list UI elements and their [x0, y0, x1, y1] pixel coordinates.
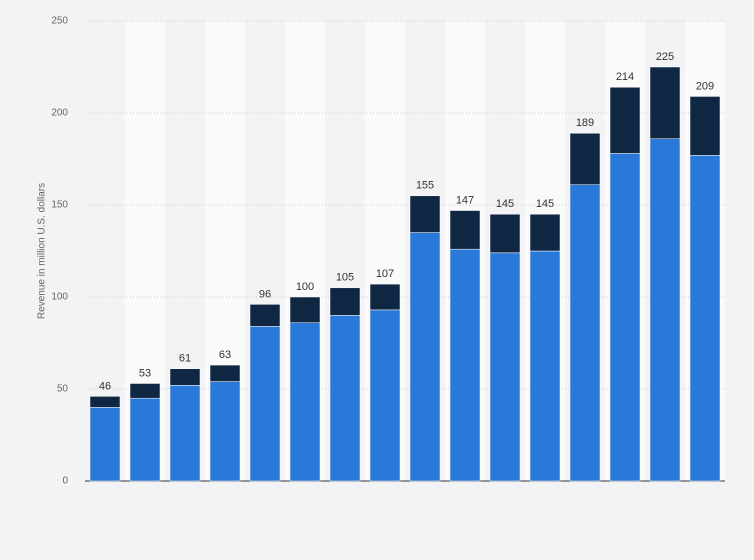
bar-segment [489, 213, 521, 254]
total-label: 214 [616, 71, 634, 83]
total-label: 53 [139, 367, 151, 379]
bar-segment [409, 195, 441, 233]
bar-segment [129, 383, 161, 399]
bar-segment [649, 138, 681, 482]
bar-segment [249, 326, 281, 482]
y-tick-label: 200 [51, 108, 68, 119]
bar-segment [689, 96, 721, 156]
total-label: 209 [696, 80, 714, 92]
bar-segment [369, 283, 401, 311]
bar-segment [609, 86, 641, 154]
y-tick-label: 250 [51, 16, 68, 27]
total-label: 145 [496, 198, 514, 210]
total-label: 189 [576, 117, 594, 129]
bar-segment [289, 322, 321, 482]
y-tick-label: 100 [51, 292, 68, 303]
total-label: 155 [416, 180, 434, 192]
bar-segment [249, 304, 281, 327]
bar-segment [529, 213, 561, 252]
total-label: 145 [536, 198, 554, 210]
total-label: 105 [336, 272, 354, 284]
total-label: 107 [376, 268, 394, 280]
total-label: 225 [656, 51, 674, 63]
bar-segment [449, 210, 481, 250]
total-label: 96 [259, 288, 271, 300]
bar-segment [569, 184, 601, 482]
bar-segment [409, 232, 441, 482]
y-axis-label: Revenue in million U.S. dollars [37, 183, 48, 319]
bar-segment [649, 66, 681, 140]
bar-segment [89, 407, 121, 482]
bar-segment [129, 397, 161, 482]
total-label: 147 [456, 194, 474, 206]
y-tick-label: 150 [51, 200, 68, 211]
bar-segment [89, 396, 121, 408]
total-label: 61 [179, 353, 191, 365]
bar-segment [209, 364, 241, 382]
bar-segment [329, 287, 361, 316]
bar-segment [689, 155, 721, 482]
bar-segment [529, 250, 561, 482]
y-tick-label: 50 [57, 384, 69, 395]
bar-segment [449, 248, 481, 482]
bar-segment [489, 252, 521, 482]
bar-segment [369, 309, 401, 482]
bar-segment [289, 296, 321, 324]
bar-segment [169, 368, 201, 386]
bar-segment [169, 385, 201, 482]
y-tick-label: 0 [62, 476, 68, 487]
bar-segment [569, 132, 601, 186]
bar-segment [609, 153, 641, 482]
total-label: 46 [99, 380, 111, 392]
bar-segment [329, 315, 361, 482]
total-label: 63 [219, 349, 231, 361]
total-label: 100 [296, 281, 314, 293]
bar-segment [209, 381, 241, 482]
